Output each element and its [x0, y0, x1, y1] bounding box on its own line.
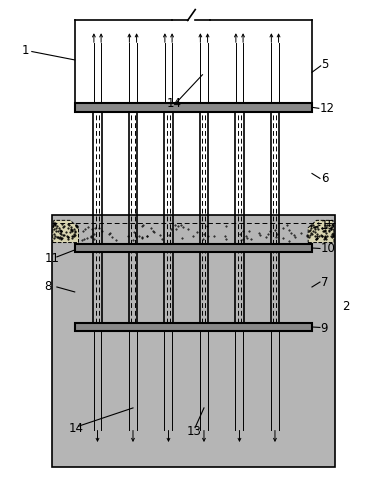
Text: 9: 9 — [321, 322, 328, 336]
Text: 15: 15 — [321, 219, 336, 232]
Text: 12: 12 — [320, 102, 335, 115]
Polygon shape — [308, 220, 334, 243]
Text: 8: 8 — [44, 281, 52, 294]
Bar — [75, 323, 312, 332]
Bar — [75, 103, 312, 112]
Text: 10: 10 — [321, 242, 336, 255]
Polygon shape — [52, 215, 335, 467]
Bar — [75, 244, 312, 252]
Text: 13: 13 — [187, 425, 202, 438]
Text: 6: 6 — [321, 172, 328, 185]
Text: 14: 14 — [68, 422, 83, 435]
Text: 7: 7 — [321, 276, 328, 289]
Text: 11: 11 — [44, 252, 59, 265]
Polygon shape — [53, 220, 78, 243]
Text: 1: 1 — [22, 44, 29, 56]
Text: 14: 14 — [167, 97, 182, 110]
Text: 2: 2 — [343, 300, 350, 313]
Text: 5: 5 — [322, 58, 329, 71]
